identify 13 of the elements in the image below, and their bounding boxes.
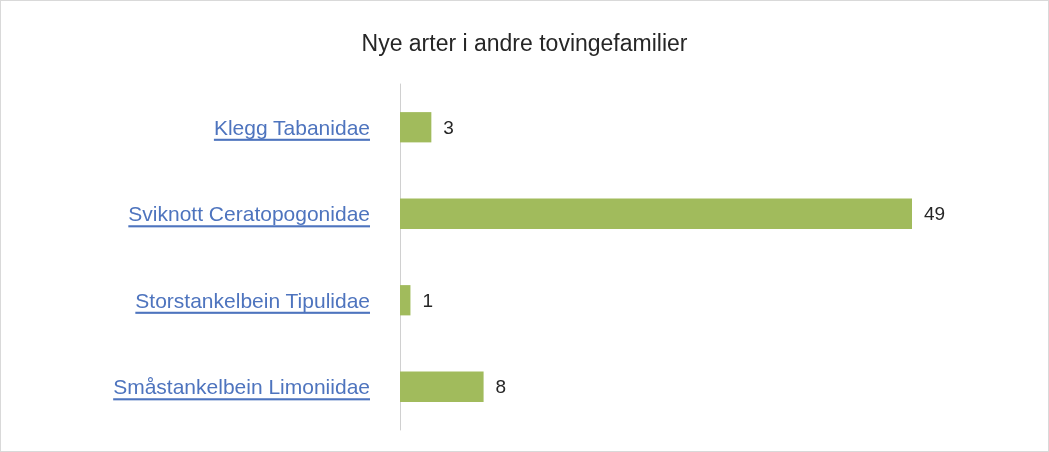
bar: [400, 198, 912, 229]
chart-title: Nye arter i andre tovingefamilier: [361, 29, 688, 56]
bar: [400, 112, 432, 143]
bar: [400, 371, 484, 402]
y-tick-label: Klegg Tabanidae: [213, 115, 370, 139]
y-tick-label: Sviknott Ceratopogonidae: [128, 202, 370, 226]
data-label: 1: [422, 289, 434, 311]
data-label: 8: [495, 376, 507, 398]
y-tick-label: Småstankelbein Limoniidae: [113, 375, 370, 399]
data-label: 3: [443, 116, 454, 138]
data-label: 49: [924, 203, 946, 225]
bar: [400, 285, 411, 316]
y-tick-label: Storstankelbein Tipulidae: [135, 288, 370, 312]
